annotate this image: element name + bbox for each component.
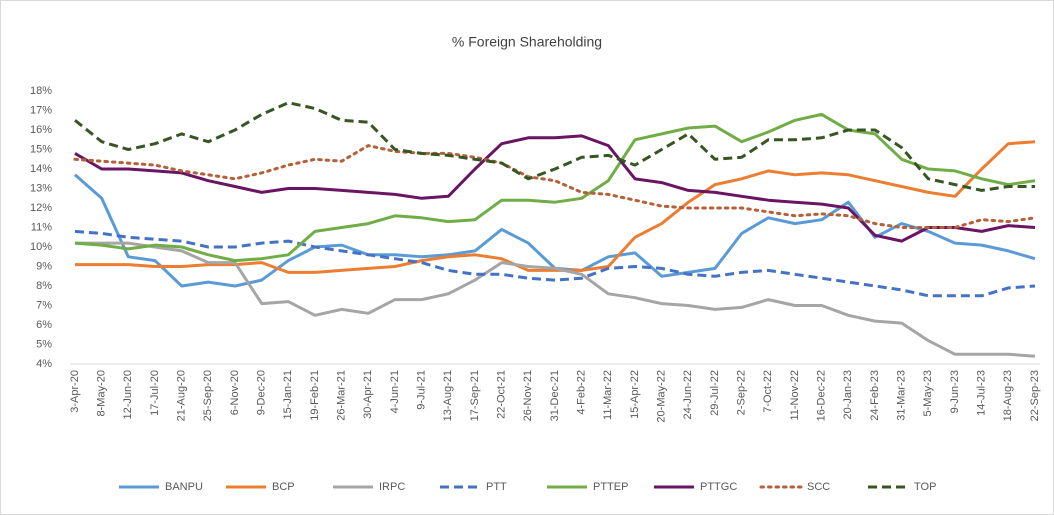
series-line xyxy=(73,144,1037,229)
x-tick-label: 31-Dec-21 xyxy=(549,370,561,421)
x-tick-label: 11-Nov-22 xyxy=(789,370,801,421)
x-tick-label: 5-May-23 xyxy=(922,370,934,416)
y-tick-label: 8% xyxy=(36,280,52,292)
chart-title: % Foreign Shareholding xyxy=(452,34,602,50)
y-tick-label: 12% xyxy=(30,202,52,214)
x-tick-label: 21-Aug-20 xyxy=(176,370,188,421)
x-tick-label: 24-Jun-22 xyxy=(682,370,694,420)
legend-label: BCP xyxy=(272,481,295,493)
y-tick-label: 15% xyxy=(30,143,52,155)
x-tick-label: 18-Aug-23 xyxy=(1002,370,1014,421)
x-tick-label: 2-Sep-22 xyxy=(736,370,748,415)
legend-label: TOP xyxy=(914,481,936,493)
x-tick-label: 16-Dec-22 xyxy=(816,370,828,421)
x-tick-label: 9-Dec-20 xyxy=(256,370,268,415)
legend-label: IRPC xyxy=(379,481,405,493)
series-line xyxy=(74,112,1036,263)
y-tick-label: 14% xyxy=(30,163,52,175)
x-tick-label: 26-Mar-21 xyxy=(336,370,348,421)
y-tick-label: 13% xyxy=(30,182,52,194)
y-tick-label: 7% xyxy=(36,299,52,311)
legend-label: SCC xyxy=(807,481,830,493)
legend-label: PTTEP xyxy=(593,481,628,493)
x-tick-label: 25-Sep-20 xyxy=(202,370,214,421)
x-tick-label: 6-Nov-20 xyxy=(229,370,241,415)
x-tick-label: 14-Jul-23 xyxy=(976,370,988,416)
x-tick-label: 20-Jan-23 xyxy=(842,370,854,420)
legend-label: BANPU xyxy=(165,481,203,493)
x-tick-label: 19-Feb-21 xyxy=(309,370,321,421)
x-tick-label: 31-Mar-23 xyxy=(896,370,908,421)
y-tick-label: 9% xyxy=(36,260,52,272)
x-tick-label: 29-Jul-22 xyxy=(709,370,721,416)
x-tick-label: 11-Mar-22 xyxy=(602,370,614,420)
x-tick-label: 15-Apr-22 xyxy=(629,370,641,419)
x-tick-label: 7-Oct-22 xyxy=(762,370,774,413)
series-line xyxy=(74,101,1035,192)
x-tick-label: 22-Oct-21 xyxy=(496,370,508,419)
legend-label: PTT xyxy=(486,481,507,493)
x-tick-label: 24-Feb-23 xyxy=(869,370,881,421)
x-tick-label: 9-Jun-23 xyxy=(949,370,961,413)
y-tick-label: 5% xyxy=(36,338,52,350)
legend-label: PTTGC xyxy=(700,481,737,493)
x-tick-label: 22-Sep-23 xyxy=(1029,370,1041,421)
y-tick-label: 16% xyxy=(30,124,52,136)
x-tick-label: 3-Apr-20 xyxy=(69,370,81,413)
y-tick-label: 11% xyxy=(31,221,52,233)
series-line xyxy=(74,134,1036,243)
x-tick-label: 4-Feb-22 xyxy=(576,370,588,415)
x-tick-label: 20-May-22 xyxy=(656,370,668,423)
y-tick-label: 17% xyxy=(30,104,52,116)
y-tick-label: 10% xyxy=(30,241,52,253)
x-tick-label: 17-Sep-21 xyxy=(469,370,481,421)
series-line xyxy=(74,229,1036,298)
x-tick-label: 8-May-20 xyxy=(96,370,108,416)
x-tick-label: 13-Aug-21 xyxy=(442,370,454,421)
x-tick-label: 26-Nov-21 xyxy=(522,370,534,421)
x-tick-label: 9-Jul-21 xyxy=(416,370,428,410)
y-tick-label: 6% xyxy=(36,319,52,331)
x-tick-label: 12-Jun-20 xyxy=(122,370,134,420)
x-tick-label: 15-Jan-21 xyxy=(282,370,294,420)
x-tick-label: 4-Jun-21 xyxy=(389,370,401,413)
x-tick-label: 30-Apr-21 xyxy=(362,370,374,419)
x-tick-label: 17-Jul-20 xyxy=(149,370,161,416)
y-tick-label: 18% xyxy=(30,85,52,97)
y-tick-label: 4% xyxy=(36,358,52,370)
series-line xyxy=(75,241,1036,358)
